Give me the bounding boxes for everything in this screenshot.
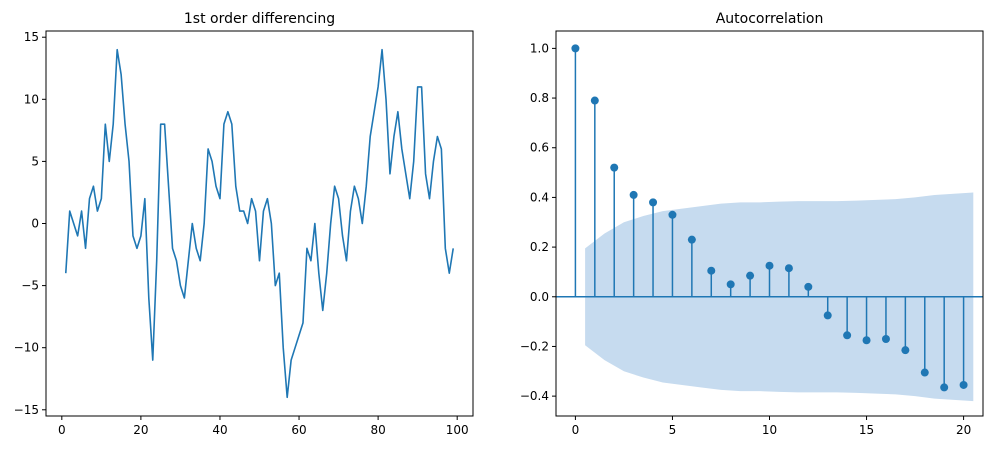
y-tick-label: 15 bbox=[24, 30, 39, 44]
x-tick-label: 40 bbox=[212, 423, 227, 437]
y-tick-label: −0.2 bbox=[520, 339, 549, 353]
acf-point bbox=[804, 282, 813, 291]
y-tick-label: −5 bbox=[21, 279, 39, 293]
acf-point bbox=[571, 44, 580, 53]
y-tick-label: −0.4 bbox=[520, 389, 549, 403]
y-tick-label: 0.4 bbox=[530, 190, 549, 204]
acf-point bbox=[610, 163, 619, 172]
x-tick-label: 0 bbox=[58, 423, 66, 437]
acf-point bbox=[959, 380, 968, 389]
y-tick-label: 0.0 bbox=[530, 290, 549, 304]
x-tick-label: 80 bbox=[370, 423, 385, 437]
x-tick-label: 20 bbox=[133, 423, 148, 437]
y-tick-label: 0.2 bbox=[530, 240, 549, 254]
acf-point bbox=[784, 264, 793, 273]
chart-title: Autocorrelation bbox=[716, 11, 824, 27]
acf-point bbox=[765, 261, 774, 270]
acf-point bbox=[881, 335, 890, 343]
y-tick-label: 0 bbox=[31, 217, 39, 231]
y-tick-label: −15 bbox=[14, 403, 39, 417]
x-tick-label: 15 bbox=[859, 423, 874, 437]
x-tick-label: 5 bbox=[669, 423, 677, 437]
acf-point bbox=[843, 331, 852, 340]
acf-point bbox=[940, 383, 949, 392]
acf-point bbox=[649, 198, 658, 207]
acf-point bbox=[726, 280, 735, 289]
x-tick-label: 10 bbox=[762, 423, 777, 437]
acf-point bbox=[687, 235, 696, 244]
chart-title: 1st order differencing bbox=[184, 11, 335, 27]
plot-frame bbox=[555, 30, 984, 417]
x-tick-label: 20 bbox=[956, 423, 971, 437]
acf-point bbox=[920, 368, 929, 377]
x-tick-label: 60 bbox=[291, 423, 306, 437]
x-tick-label: 100 bbox=[446, 423, 469, 437]
acf-point bbox=[746, 271, 755, 280]
y-tick-label: 1.0 bbox=[530, 41, 549, 55]
acf-point bbox=[823, 311, 832, 320]
x-tick-label: 0 bbox=[572, 423, 580, 437]
y-tick-label: −10 bbox=[14, 341, 39, 355]
autocorrelation-chart: Autocorrelation 0 5 10 15 20 −0.4 −0.2 0.0 0.2 0.4… bbox=[520, 11, 984, 437]
plot-frame bbox=[45, 30, 474, 417]
y-tick-label: 10 bbox=[24, 92, 39, 106]
series-line bbox=[64, 48, 455, 399]
acf-point bbox=[668, 210, 677, 219]
y-tick-label: 0.8 bbox=[530, 91, 549, 105]
acf-point bbox=[707, 266, 716, 275]
y-tick-label: 0.6 bbox=[530, 141, 549, 155]
y-tick-label: 5 bbox=[31, 154, 39, 168]
acf-point bbox=[862, 336, 871, 345]
acf-point bbox=[901, 346, 910, 355]
acf-point bbox=[590, 96, 599, 105]
acf-point bbox=[629, 190, 638, 199]
